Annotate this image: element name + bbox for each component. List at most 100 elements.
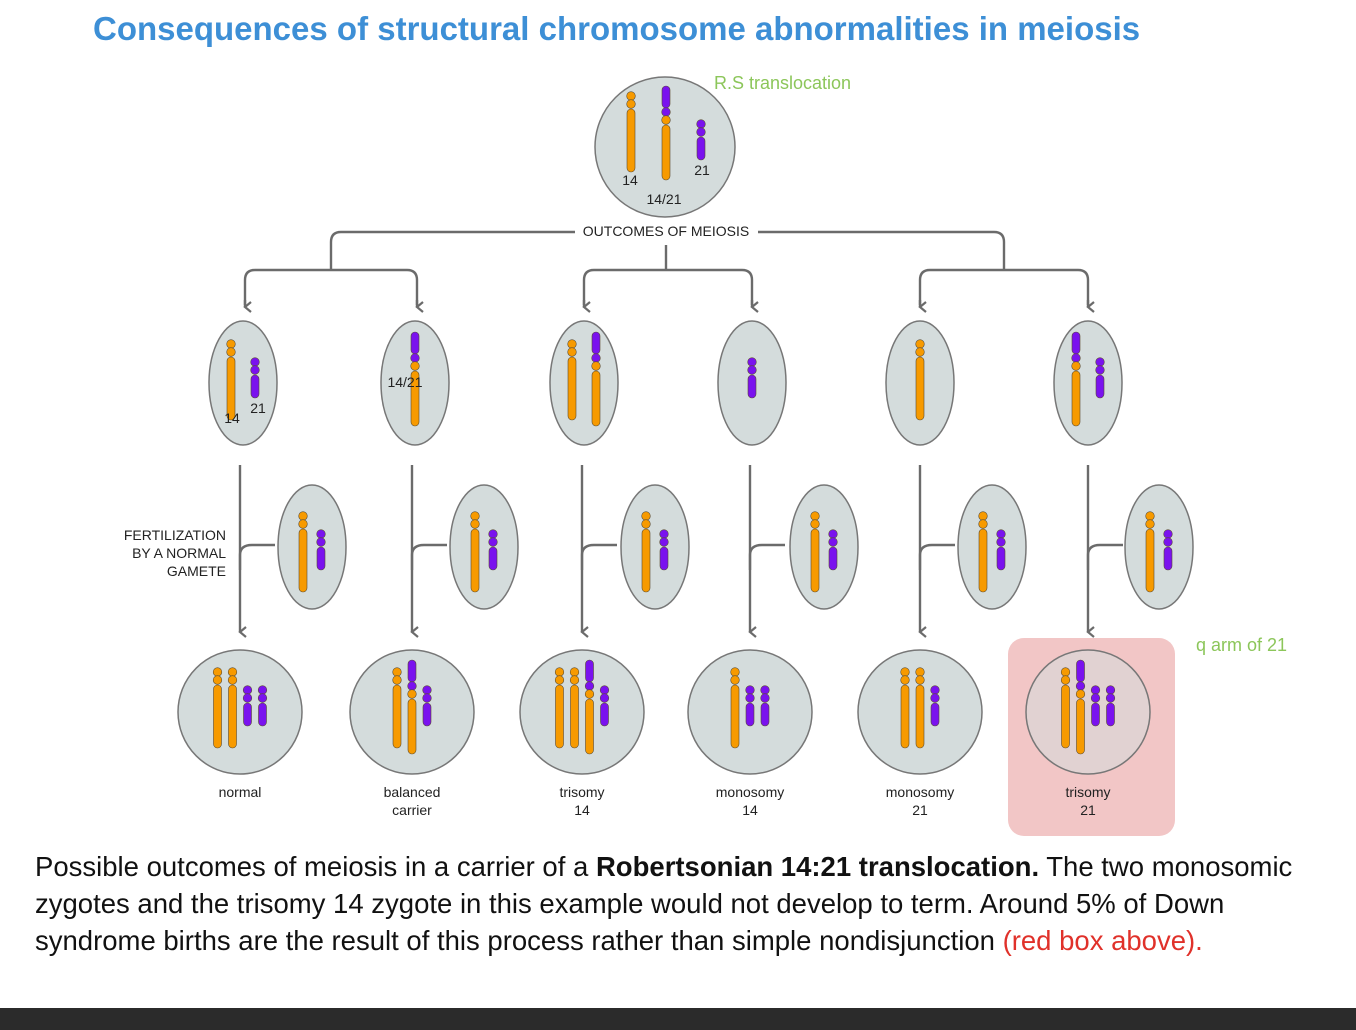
normal-gamete-cell [620, 484, 690, 610]
chromosome-14 [915, 339, 925, 421]
chromosome-21 [1163, 529, 1173, 571]
outcomes-line-left [329, 230, 575, 270]
chromosome-14 [900, 667, 910, 749]
cell-membrane [277, 484, 347, 610]
zygote-label: balanced [384, 784, 441, 800]
caption-text-1: Possible outcomes of meiosis in a carrie… [35, 851, 596, 882]
page-title: Consequences of structural chromosome ab… [93, 10, 1141, 47]
translocation-chromosome-14-21 [1071, 331, 1081, 427]
normal-gamete-cell [789, 484, 859, 610]
caption: Possible outcomes of meiosis in a carrie… [35, 848, 1325, 959]
chromosome-21 [599, 685, 610, 727]
chromosome-label: 14/21 [646, 191, 681, 207]
fertilization-join [748, 543, 785, 570]
zygote-cell: monosomy 21 [857, 649, 983, 818]
chromosome-14 [212, 667, 223, 749]
chromosome-21 [747, 357, 757, 399]
chromosome-21 [930, 685, 940, 727]
zygote-cell: normal [177, 649, 303, 800]
zygote-label: monosomy [716, 784, 784, 800]
chromosome-14 [226, 339, 236, 421]
chromosome-14 [227, 667, 238, 749]
chromosome-21 [242, 685, 253, 727]
zygote-label: 21 [1080, 802, 1096, 818]
cell-membrane [620, 484, 690, 610]
zygote-cell: trisomy 14 [519, 649, 645, 818]
translocation-chromosome-14-21 [407, 659, 417, 755]
chromosome-14 [626, 91, 636, 173]
fertilization-join [1086, 543, 1123, 570]
chromosome-label: 21 [250, 400, 266, 416]
cell-membrane [1025, 649, 1151, 775]
bottom-bar [0, 1008, 1356, 1030]
gamete-cell [549, 320, 619, 446]
cells: 14 14/21 21 14 21 14/21 normal balanced carrier t… [177, 76, 1194, 836]
chromosome-21 [696, 119, 706, 161]
chromosome-21 [745, 685, 755, 727]
caption-text-2: The two monosomic zygotes and the trisom… [35, 851, 1293, 956]
chromosome-14 [470, 511, 480, 593]
chromosome-21 [488, 529, 498, 571]
chromosome-21 [1090, 685, 1101, 727]
chromosome-label: 14/21 [387, 374, 422, 390]
chromosome-14 [978, 511, 988, 593]
rs-translocation-annotation: R.S translocation [714, 73, 851, 93]
cell-membrane [549, 320, 619, 446]
gamete-cell [717, 320, 787, 446]
chromosome-14 [810, 511, 820, 593]
cell-membrane [1124, 484, 1194, 610]
zygote-cell: monosomy 14 [687, 649, 813, 818]
chromosome-21 [1095, 357, 1105, 399]
zygote-label: trisomy [1065, 784, 1110, 800]
zygote-label: monosomy [886, 784, 954, 800]
chromosome-21 [316, 529, 326, 571]
chromosome-14 [298, 511, 308, 593]
gamete-cell: 14 21 [208, 320, 278, 446]
branch-line [582, 268, 754, 305]
normal-gamete-cell [277, 484, 347, 610]
chromosome-14 [730, 667, 740, 749]
normal-gamete-cell [957, 484, 1027, 610]
zygote-label: 14 [742, 802, 758, 818]
branch-line [243, 268, 419, 305]
outcomes-line-right [758, 230, 1006, 270]
gamete-cell [1053, 320, 1123, 446]
fertilization-join [238, 543, 275, 570]
chromosome-21 [996, 529, 1006, 571]
chromosome-21 [1105, 685, 1116, 727]
normal-gamete-cell [1124, 484, 1194, 610]
chromosome-label: 14 [622, 172, 638, 188]
chromosome-14 [567, 339, 577, 421]
chromosome-14 [1060, 667, 1071, 749]
chromosome-21 [760, 685, 770, 727]
fertilization-join [918, 543, 955, 570]
chromosome-21 [257, 685, 268, 727]
parent-cell: 14 14/21 21 [594, 76, 736, 218]
translocation-chromosome-14-21 [584, 659, 595, 755]
zygote-label: 14 [574, 802, 590, 818]
chromosome-14 [554, 667, 565, 749]
chromosome-21 [659, 529, 669, 571]
chromosome-label: 21 [694, 162, 710, 178]
q-arm-annotation: q arm of 21 [1196, 635, 1287, 655]
chromosome-21 [422, 685, 432, 727]
chromosome-14 [392, 667, 402, 749]
translocation-chromosome-14-21 [1075, 659, 1086, 755]
cell-membrane [208, 320, 278, 446]
tree-lines [238, 230, 1123, 638]
gamete-cell [885, 320, 955, 446]
chromosome-21 [828, 529, 838, 571]
caption-bold: Robertsonian 14:21 translocation. [595, 851, 1040, 882]
cell-membrane [789, 484, 859, 610]
cell-membrane [1053, 320, 1123, 446]
chromosome-14 [641, 511, 651, 593]
outcomes-of-meiosis-label: OUTCOMES OF MEIOSIS [583, 223, 749, 239]
branch-line [918, 268, 1090, 305]
translocation-chromosome-14-21 [410, 331, 420, 427]
chromosome-label: 14 [224, 410, 240, 426]
chromosome-14 [915, 667, 925, 749]
cell-membrane [519, 649, 645, 775]
zygote-label: normal [219, 784, 262, 800]
fertilization-label-line3: GAMETE [167, 563, 226, 579]
